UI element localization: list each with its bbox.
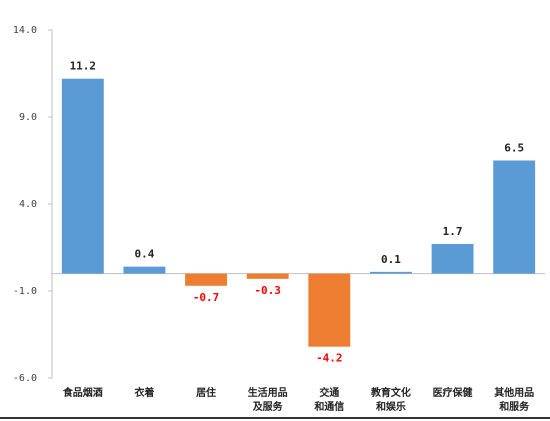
category-label: 生活用品 (248, 386, 288, 399)
data-label: -0.7 (193, 291, 220, 304)
category-label: 食品烟酒 (62, 386, 103, 399)
bar (493, 160, 536, 274)
data-label: 0.1 (381, 253, 401, 266)
category-label: 及服务 (253, 400, 284, 413)
category-label: 其他用品 (494, 386, 534, 399)
y-tick-label: -6.0 (13, 373, 37, 384)
y-tick-label: -1.0 (13, 286, 37, 297)
bar (246, 273, 289, 279)
bar (431, 244, 474, 274)
bottom-border (0, 417, 550, 419)
bar (308, 273, 351, 347)
data-label: 0.4 (135, 248, 155, 261)
data-label: 1.7 (443, 225, 463, 238)
category-label: 居住 (196, 386, 216, 399)
category-label: 和服务 (498, 400, 530, 413)
category-label: 衣着 (134, 386, 154, 399)
bar (61, 78, 104, 274)
y-tick-label: 9.0 (19, 112, 37, 123)
y-tick-label: 4.0 (19, 199, 37, 210)
data-label: 11.2 (70, 60, 97, 73)
bar-layer (61, 78, 536, 347)
y-tick-label: 14.0 (13, 25, 37, 36)
bar (123, 266, 166, 274)
bar (185, 273, 228, 286)
data-label: 6.5 (504, 142, 524, 155)
category-label: 交通 (319, 386, 339, 399)
bar (369, 271, 412, 274)
data-label: -4.2 (316, 352, 343, 365)
category-label: 和通信 (313, 400, 344, 413)
category-label: 教育文化 (370, 386, 411, 399)
category-label: 和娱乐 (375, 400, 406, 413)
data-label: -0.3 (254, 284, 281, 297)
category-label: 医疗保健 (433, 386, 473, 399)
